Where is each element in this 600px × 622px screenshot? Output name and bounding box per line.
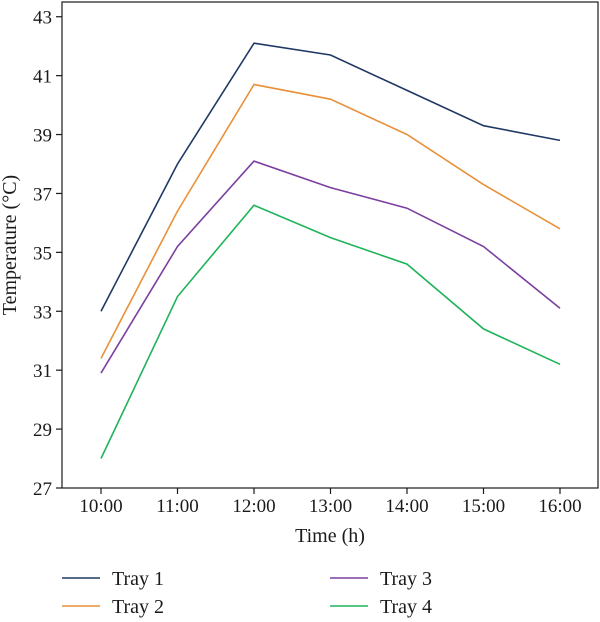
legend-label: Tray 4 xyxy=(380,596,432,618)
y-axis-title: Temperature (°C) xyxy=(0,175,21,315)
legend-label: Tray 1 xyxy=(112,568,164,590)
y-tick-label: 41 xyxy=(33,67,52,88)
y-tick-label: 27 xyxy=(33,479,52,500)
y-axis: 27 29 31 33 35 37 39 41 43 xyxy=(33,8,62,500)
x-tick-label: 14:00 xyxy=(385,496,428,517)
legend-label: Tray 2 xyxy=(112,596,164,618)
y-tick-label: 31 xyxy=(33,361,52,382)
legend-item: Tray 2 xyxy=(62,596,164,618)
legend-label: Tray 3 xyxy=(380,568,432,590)
series-line-tray-2 xyxy=(100,83,561,359)
x-axis: 10:00 11:00 12:00 13:00 14:00 15:00 16:00 xyxy=(79,488,582,517)
plot-frame xyxy=(61,1,599,489)
legend-item: Tray 3 xyxy=(330,568,432,590)
x-tick-label: 16:00 xyxy=(538,496,581,517)
x-tick-label: 10:00 xyxy=(79,496,122,517)
series-line-tray-1 xyxy=(100,42,561,312)
x-tick-label: 15:00 xyxy=(462,496,505,517)
legend-item: Tray 1 xyxy=(62,568,164,590)
y-tick-label: 39 xyxy=(33,126,52,147)
x-tick-label: 13:00 xyxy=(309,496,352,517)
y-tick-label: 35 xyxy=(33,243,52,264)
y-tick-label: 29 xyxy=(33,420,52,441)
series-lines xyxy=(100,42,561,459)
legend: Tray 1 Tray 2 Tray 3 Tray 4 xyxy=(62,568,432,618)
series-line-tray-3 xyxy=(100,160,561,374)
x-axis-title: Time (h) xyxy=(295,525,365,547)
series-line-tray-4 xyxy=(100,204,561,459)
x-tick-label: 12:00 xyxy=(232,496,275,517)
legend-item: Tray 4 xyxy=(330,596,432,618)
x-tick-label: 11:00 xyxy=(156,496,199,517)
y-tick-label: 33 xyxy=(33,302,52,323)
y-tick-label: 37 xyxy=(33,184,52,205)
y-tick-label: 43 xyxy=(33,8,52,29)
